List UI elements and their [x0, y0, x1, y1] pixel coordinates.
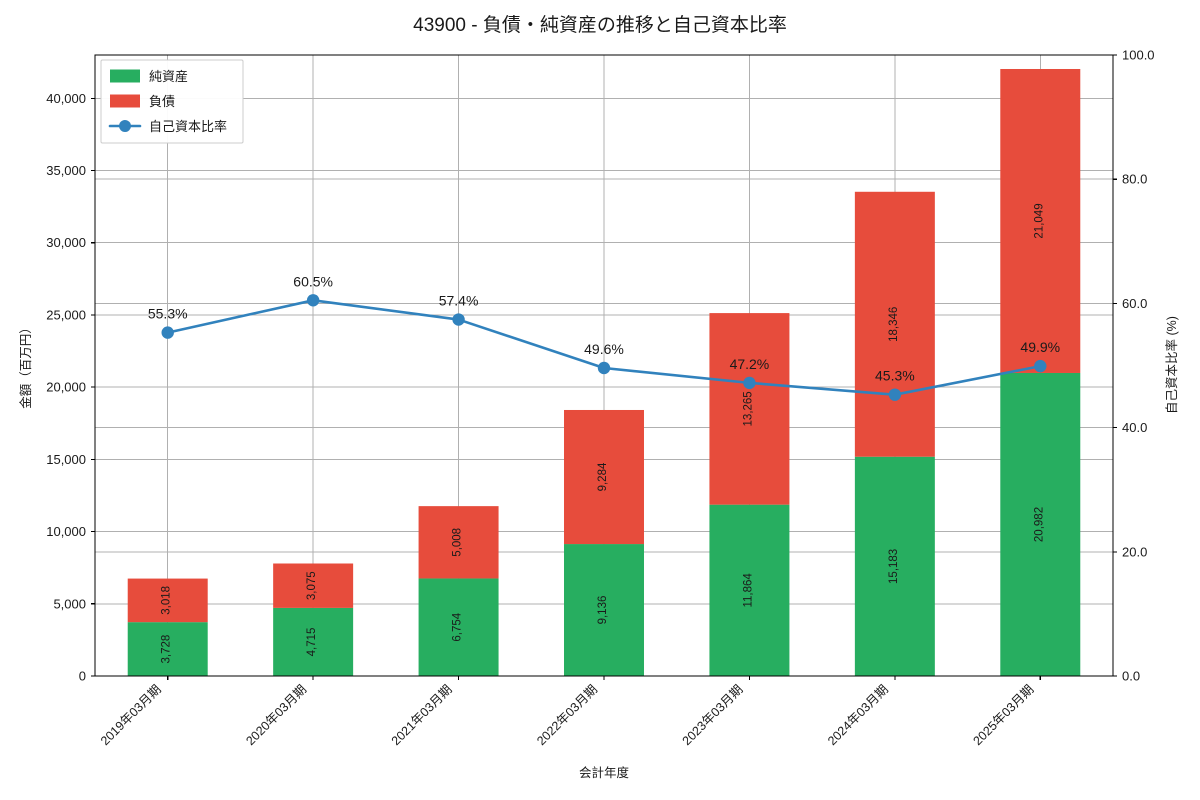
y-axis-left-tick-label: 5,000 [53, 596, 86, 611]
ratio-value-label: 45.3% [875, 368, 915, 384]
bar-segment-net-assets[interactable] [1000, 372, 1081, 676]
y-axis-right-title: 自己資本比率 (%) [1164, 316, 1179, 414]
bar-segment-net-assets[interactable] [709, 504, 790, 676]
x-axis-tick-label: 2021年03月期 [389, 682, 455, 748]
ratio-data-point[interactable] [597, 361, 611, 375]
legend-marker-icon [119, 120, 131, 132]
ratio-value-label: 60.5% [293, 273, 333, 289]
ratio-value-label: 49.6% [584, 341, 624, 357]
y-axis-left-tick-label: 35,000 [46, 163, 86, 178]
y-axis-right-tick-label: 20.0 [1122, 544, 1147, 559]
x-axis-tick-label: 2024年03月期 [825, 682, 891, 748]
bar-segment-liabilities[interactable] [564, 409, 644, 545]
ratio-value-labels: 55.3% 60.5% 57.4% 49.6% 47.2% 45.3% 49.9% [148, 273, 1060, 383]
x-axis-tick-label: 2020年03月期 [243, 682, 309, 748]
x-axis-title: 会計年度 [579, 765, 630, 780]
bar-value-label-liabilities: 13,265 [742, 391, 754, 426]
legend-label: 純資産 [149, 69, 188, 84]
y-axis-right-tick-label: 0.0 [1122, 669, 1140, 684]
y-axis-left-tick-label: 25,000 [46, 307, 86, 322]
bar-segment-liabilities[interactable] [1000, 68, 1081, 373]
bar-segment-net-assets[interactable] [854, 456, 935, 676]
legend-item-liabilities[interactable]: 負債 [110, 94, 175, 109]
legend-label: 自己資本比率 [149, 119, 227, 134]
x-axis-tick-label: 2023年03月期 [680, 682, 746, 748]
bar-value-label-net-assets: 6,754 [452, 612, 464, 641]
ratio-data-point[interactable] [888, 388, 902, 401]
ratio-data-point[interactable] [452, 313, 465, 326]
y-axis-right-tick-label: 100.0 [1122, 48, 1155, 63]
y-axis-right-tick-label: 80.0 [1122, 172, 1147, 187]
bars-layer [127, 68, 1081, 676]
bar-value-label-liabilities: 3,075 [306, 571, 318, 600]
bar-segment-net-assets[interactable] [418, 578, 499, 676]
bar-value-label-liabilities: 3,018 [161, 586, 173, 615]
bar-segment-liabilities[interactable] [127, 578, 208, 623]
y-axis-left-tick-label: 10,000 [46, 524, 86, 539]
bar-value-label-net-assets: 15,183 [888, 549, 900, 584]
bar-value-label-liabilities: 21,049 [1033, 203, 1045, 238]
y-axis-left-tick-label: 20,000 [46, 380, 86, 395]
bar-value-label-liabilities: 18,346 [888, 307, 900, 342]
y-axis-left-tick-label: 0 [79, 669, 86, 684]
ratio-line-series [161, 294, 1047, 401]
bar-segment-liabilities[interactable] [418, 506, 499, 579]
y-axis-left-title: 金額（百万円） [18, 321, 33, 409]
x-axis-tick-label: 2025年03月期 [970, 682, 1036, 748]
ratio-data-point[interactable] [306, 294, 320, 307]
y-axis-right-ticks: 0.0 20.0 40.0 60.0 80.0 100.0 [1113, 48, 1155, 684]
y-axis-left-tick-label: 40,000 [46, 91, 86, 106]
y-axis-left-ticks: 0 5,000 10,000 15,000 20,000 25,000 30,000 35,0… [46, 91, 95, 684]
bar-segment-liabilities[interactable] [709, 313, 790, 505]
x-axis-tick-label: 2019年03月期 [98, 682, 164, 748]
bar-value-label-net-assets: 11,864 [742, 573, 754, 608]
y-axis-right-tick-label: 60.0 [1122, 296, 1147, 311]
ratio-data-point[interactable] [1034, 359, 1047, 373]
bar-segment-net-assets[interactable] [564, 544, 644, 676]
ratio-value-label: 55.3% [148, 306, 188, 322]
bar-segment-net-assets[interactable] [127, 622, 208, 676]
bar-segment-liabilities[interactable] [273, 563, 354, 608]
ratio-value-label: 49.9% [1020, 339, 1060, 355]
x-axis-tick-label: 2022年03月期 [534, 682, 600, 748]
x-axis-ticks: 2019年03月期 2020年03月期 2021年03月期 2022年03月期 2023… [98, 676, 1041, 748]
ratio-data-point[interactable] [161, 326, 174, 339]
legend-color-swatch [110, 94, 140, 108]
y-axis-left-tick-label: 15,000 [46, 452, 86, 467]
ratio-value-label: 47.2% [730, 356, 770, 372]
chart-title: 43900 - 負債・純資産の推移と自己資本比率 [413, 14, 787, 36]
bar-segment-liabilities[interactable] [854, 191, 935, 457]
bar-value-label-net-assets: 20,982 [1033, 507, 1045, 542]
bar-value-label-liabilities: 9,284 [597, 462, 609, 491]
legend-item-equity-ratio[interactable]: 自己資本比率 [108, 119, 227, 134]
bar-value-label-net-assets: 9,136 [597, 596, 609, 625]
bar-value-label-liabilities: 5,008 [452, 528, 464, 557]
bar-segment-net-assets[interactable] [273, 607, 354, 676]
ratio-data-point[interactable] [743, 376, 756, 390]
y-axis-right-tick-label: 40.0 [1122, 420, 1147, 435]
legend-label: 負債 [149, 94, 175, 109]
legend-item-net-assets[interactable]: 純資産 [110, 69, 188, 84]
bar-value-label-net-assets: 3,728 [161, 635, 173, 664]
bar-value-label-net-assets: 4,715 [306, 628, 318, 657]
bar-value-labels: 3,728 3,018 4,715 3,075 6,754 5,008 9,136 9,284… [161, 203, 1046, 663]
y-axis-left-tick-label: 30,000 [46, 235, 86, 250]
legend-color-swatch [110, 69, 140, 83]
ratio-value-label: 57.4% [439, 293, 479, 309]
